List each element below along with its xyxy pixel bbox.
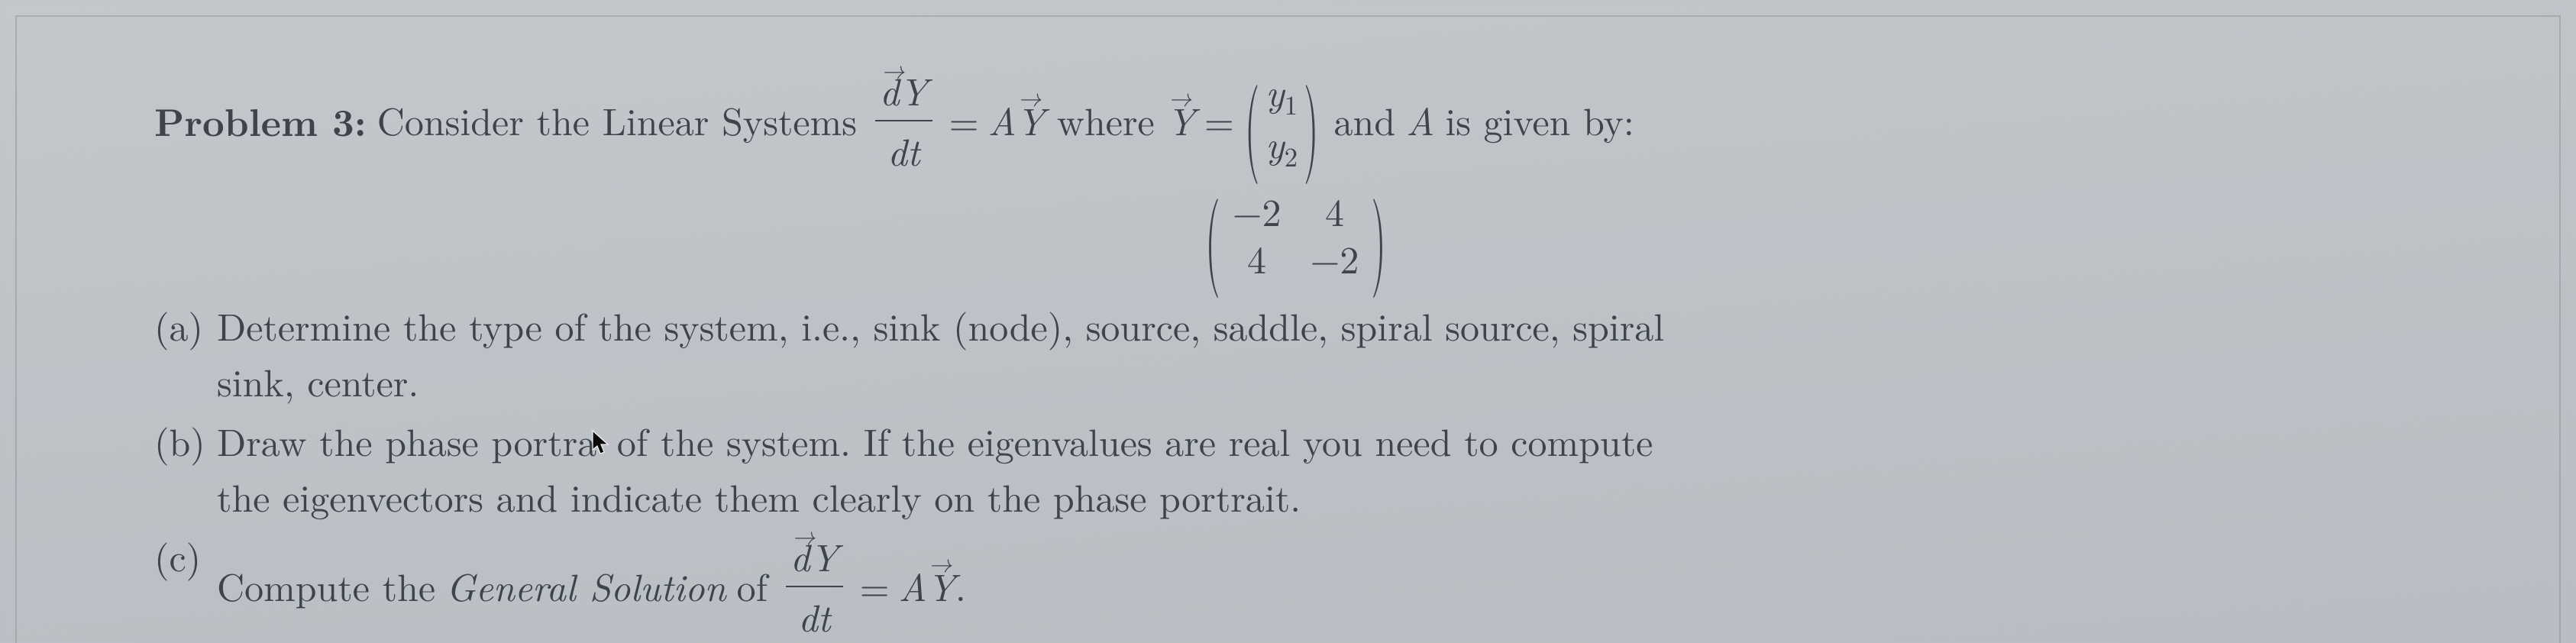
equals-2: = (1204, 92, 1234, 148)
part-b-text-after: of the system. If the eigenvalues are re… (617, 413, 1653, 467)
part-c-compute: Compute the (217, 558, 435, 614)
equals-3: = (860, 558, 890, 614)
vector-dY: dY (880, 63, 928, 118)
problem-content: Problem 3: Consider the Linear Systems d… (154, 63, 2437, 643)
part-c-label: (c) (154, 528, 217, 584)
vector-Y-3: Y (927, 558, 955, 614)
fraction-dYdt-2: dY dt (786, 528, 843, 643)
intro-text: Consider the Linear Systems (377, 92, 857, 148)
part-a-label: (a) (154, 298, 217, 354)
matrix-A: ( −2 4 4 −2 ) (1204, 189, 1388, 279)
matrix-a21: 4 (1233, 236, 1282, 280)
vector-Y-1: Y (1017, 92, 1045, 148)
page-frame: Problem 3: Consider the Linear Systems d… (15, 15, 2561, 643)
part-b-text-before: Draw the phase portra (217, 413, 596, 467)
vector-dY-2: dY (790, 528, 839, 584)
where-text: where (1057, 92, 1155, 148)
vector-column: ( y1 y2 ) (1243, 69, 1320, 172)
equals-1: = (949, 92, 979, 148)
part-a-line2: sink, center. (217, 354, 419, 408)
A-italic: A (1406, 92, 1434, 148)
matrix-a12: 4 (1311, 189, 1359, 233)
given-by-text: is given by: (1445, 92, 1634, 148)
matrix-a11: −2 (1233, 189, 1282, 233)
cursor-icon (590, 428, 613, 459)
A-symbol-2: A (899, 558, 927, 614)
and-text: and (1334, 92, 1396, 148)
fraction-dYdt: dY dt (875, 63, 932, 178)
part-b-line2: the eigenvectors and indicate them clear… (217, 469, 1301, 523)
vector-Y-2: Y (1167, 92, 1195, 148)
part-b: (b) Draw the phase portra of the system.… (154, 413, 2437, 524)
part-a: (a) Determine the type of the system, i.… (154, 298, 2437, 409)
problem-label: Problem 3: (154, 92, 367, 148)
part-a-line1: Determine the type of the system, i.e., … (217, 298, 1664, 352)
problem-statement: Problem 3: Consider the Linear Systems d… (154, 63, 2437, 279)
part-c: (c) Compute the General Solution of dY d… (154, 528, 2437, 643)
period: . (955, 558, 966, 614)
part-c-of: of (737, 558, 768, 614)
general-solution-text: General Solution (446, 558, 726, 614)
part-b-label: (b) (154, 413, 217, 469)
matrix-a22: −2 (1311, 236, 1359, 280)
parts-list: (a) Determine the type of the system, i.… (154, 298, 2437, 643)
matrix-A-symbol: A (988, 92, 1017, 148)
